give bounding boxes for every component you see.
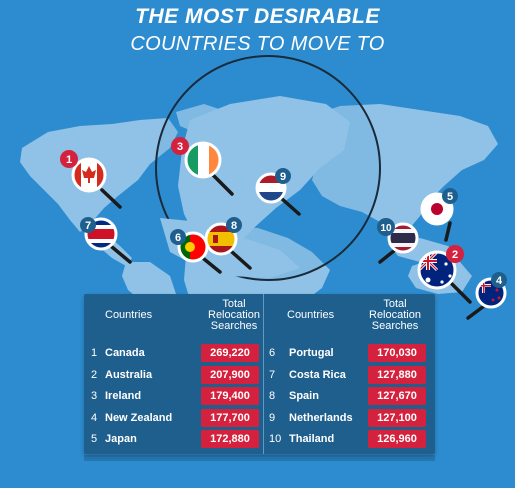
- left-header-value-line3: Searches: [210, 320, 258, 332]
- handle-new-zealand: [466, 304, 486, 320]
- handle-canada: [100, 188, 122, 209]
- row-value-badge: 127,100: [368, 409, 426, 427]
- asia-landmass: [300, 104, 498, 232]
- handle-japan: [444, 221, 452, 242]
- left-header-value: Total Relocation Searches: [198, 299, 270, 332]
- netherlands-flag-icon: [255, 172, 287, 204]
- rank-badge-6: 6: [170, 229, 186, 245]
- rank-badge-5-text: 5: [447, 191, 453, 203]
- table-row: 7 Costa Rica 127,880: [269, 365, 434, 385]
- right-header-value-line2: Relocation: [369, 309, 421, 321]
- rank-badge-9: 9: [275, 168, 291, 184]
- rank-badge-1-text: 1: [66, 154, 72, 166]
- table-row: 6 Portugal 170,030: [269, 343, 434, 363]
- europe-zoomed-shape: [178, 96, 350, 252]
- right-header-value-line3: Searches: [371, 320, 419, 332]
- table-shadow: [84, 455, 435, 461]
- row-rank: 5: [91, 433, 98, 445]
- right-header-countries: Countries: [287, 309, 335, 321]
- table-row: 10 Thailand 126,960: [269, 429, 434, 449]
- row-value-badge: 179,400: [201, 387, 259, 405]
- row-rank: 1: [91, 347, 98, 359]
- row-value-badge: 177,700: [201, 409, 259, 427]
- rank-badge-7-text: 7: [85, 220, 91, 232]
- portugal-flag-icon: [177, 231, 209, 263]
- table-divider: [263, 294, 264, 454]
- rank-badge-2-text: 2: [452, 249, 458, 261]
- rank-badge-4: 4: [491, 272, 507, 288]
- rank-badge-3-text: 3: [177, 141, 183, 153]
- left-header-countries: Countries: [105, 309, 153, 321]
- ireland-flag-icon: [184, 141, 222, 179]
- rank-badge-3: 3: [171, 137, 189, 155]
- row-value-badge: 207,900: [201, 366, 259, 384]
- row-value-badge: 127,670: [368, 387, 426, 405]
- handle-ireland: [208, 170, 234, 196]
- row-rank: 10: [269, 433, 282, 445]
- row-country: Australia: [105, 369, 153, 381]
- left-header-value-line2: Relocation: [208, 309, 260, 321]
- right-header-value: Total Relocation Searches: [359, 299, 431, 332]
- rank-badge-4-text: 4: [496, 275, 503, 287]
- row-rank: 2: [91, 369, 98, 381]
- table-row: 5 Japan 172,880: [91, 429, 261, 449]
- row-country: Japan: [105, 433, 137, 445]
- row-rank: 4: [91, 412, 98, 424]
- row-country: Thailand: [289, 433, 335, 445]
- magnifier-handles: [100, 170, 486, 320]
- handle-costa-rica: [110, 245, 132, 264]
- handle-australia: [450, 282, 472, 304]
- row-country: Canada: [105, 347, 145, 359]
- handle-portugal: [202, 257, 222, 274]
- row-country: Portugal: [289, 347, 334, 359]
- row-rank: 6: [269, 347, 276, 359]
- row-value-badge: 127,880: [368, 366, 426, 384]
- row-country: New Zealand: [105, 412, 173, 424]
- row-value-badge: 269,220: [201, 344, 259, 362]
- south-america-landmass: [122, 262, 176, 300]
- handle-thailand: [378, 248, 397, 264]
- rank-badge-5: 5: [442, 188, 458, 204]
- row-country: Spain: [289, 390, 319, 402]
- table-row: 4 New Zealand 177,700: [91, 408, 261, 428]
- table-row: 1 Canada 269,220: [91, 343, 261, 363]
- rank-badges: 1 2 3 4 5 6 7 8: [60, 137, 507, 288]
- table-row: 8 Spain 127,670: [269, 386, 434, 406]
- handle-netherlands: [279, 196, 301, 216]
- row-value-badge: 172,880: [201, 430, 259, 448]
- title-line-1: THE MOST DESIRABLE: [135, 5, 380, 28]
- rank-badge-8: 8: [226, 217, 242, 233]
- rank-badge-6-text: 6: [175, 232, 181, 244]
- row-country: Netherlands: [289, 412, 353, 424]
- handle-spain: [230, 250, 252, 270]
- rank-badge-8-text: 8: [231, 220, 237, 232]
- row-value-badge: 170,030: [368, 344, 426, 362]
- right-header-value-line1: Total: [383, 298, 407, 310]
- row-rank: 7: [269, 369, 276, 381]
- thailand-flag-icon: [387, 222, 419, 254]
- table-row: 3 Ireland 179,400: [91, 386, 261, 406]
- rank-badge-2: 2: [446, 245, 464, 263]
- rank-badge-10-text: 10: [380, 223, 392, 234]
- row-country: Ireland: [105, 390, 142, 402]
- canada-flag-icon: [71, 157, 107, 193]
- row-rank: 9: [269, 412, 276, 424]
- rank-badge-10: 10: [377, 218, 395, 236]
- rank-badge-7: 7: [80, 217, 96, 233]
- row-value-badge: 126,960: [368, 430, 426, 448]
- left-header-value-line1: Total: [222, 298, 246, 310]
- table-row: 9 Netherlands 127,100: [269, 408, 434, 428]
- rank-badge-1: 1: [60, 150, 78, 168]
- row-country: Costa Rica: [289, 369, 346, 381]
- row-rank: 8: [269, 390, 276, 402]
- table-row: 2 Australia 207,900: [91, 365, 261, 385]
- row-rank: 3: [91, 390, 98, 402]
- rank-badge-9-text: 9: [280, 171, 286, 183]
- title-line-2: COUNTRIES TO MOVE TO: [130, 33, 385, 55]
